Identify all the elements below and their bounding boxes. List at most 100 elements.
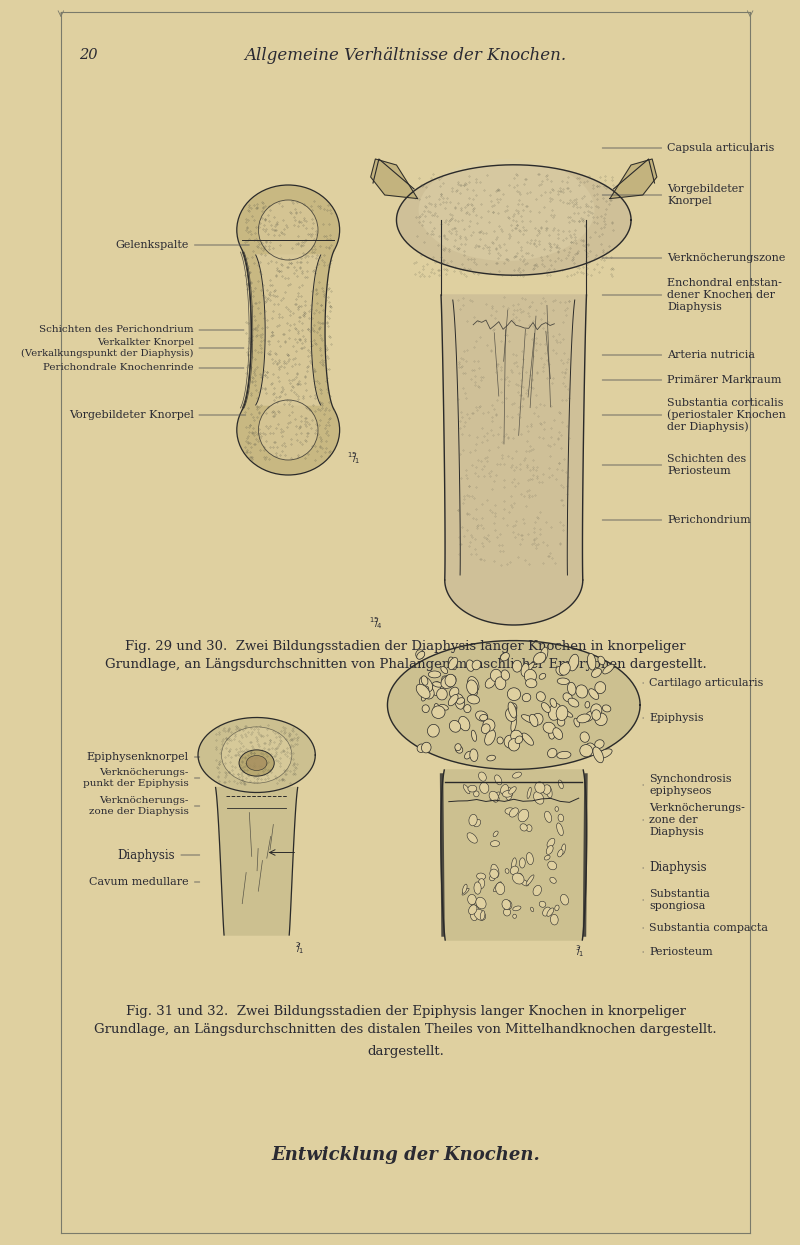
Ellipse shape <box>258 400 318 459</box>
Ellipse shape <box>549 703 562 721</box>
Ellipse shape <box>526 824 532 832</box>
Ellipse shape <box>519 858 526 868</box>
Ellipse shape <box>515 736 522 743</box>
Ellipse shape <box>483 718 495 731</box>
Ellipse shape <box>598 749 612 758</box>
Ellipse shape <box>458 716 470 731</box>
Ellipse shape <box>450 687 459 697</box>
Ellipse shape <box>485 730 495 746</box>
Ellipse shape <box>493 830 498 837</box>
Text: Enchondral entstan-
dener Knochen der
Diaphysis: Enchondral entstan- dener Knochen der Di… <box>667 279 782 311</box>
Ellipse shape <box>549 710 556 718</box>
Ellipse shape <box>491 864 499 878</box>
Ellipse shape <box>500 654 509 660</box>
Ellipse shape <box>469 814 477 825</box>
Ellipse shape <box>471 730 477 741</box>
Ellipse shape <box>417 651 425 660</box>
Ellipse shape <box>520 824 527 830</box>
Ellipse shape <box>556 706 568 721</box>
Ellipse shape <box>470 911 478 920</box>
Text: Capsula articularis: Capsula articularis <box>667 143 774 153</box>
Text: $^{3}\!\!/\!_1$: $^{3}\!\!/\!_1$ <box>575 942 584 959</box>
Ellipse shape <box>513 914 517 919</box>
Ellipse shape <box>533 885 542 895</box>
Ellipse shape <box>602 705 611 712</box>
Ellipse shape <box>558 679 570 685</box>
Text: $^{2}\!\!/\!_1$: $^{2}\!\!/\!_1$ <box>295 940 305 956</box>
Ellipse shape <box>585 711 594 721</box>
Polygon shape <box>242 250 334 410</box>
Ellipse shape <box>507 687 521 701</box>
Ellipse shape <box>422 687 429 701</box>
Ellipse shape <box>485 677 495 688</box>
Ellipse shape <box>569 654 578 671</box>
Ellipse shape <box>595 682 606 693</box>
Ellipse shape <box>427 725 439 737</box>
Text: Verknöcherungs-
zone der Diaphysis: Verknöcherungs- zone der Diaphysis <box>89 797 189 815</box>
Ellipse shape <box>549 730 555 740</box>
Ellipse shape <box>478 879 485 889</box>
Ellipse shape <box>434 703 440 715</box>
Ellipse shape <box>530 908 534 911</box>
Ellipse shape <box>239 749 274 776</box>
Ellipse shape <box>574 718 579 727</box>
Ellipse shape <box>448 695 458 706</box>
Ellipse shape <box>475 711 488 721</box>
Ellipse shape <box>504 736 515 748</box>
Ellipse shape <box>559 662 570 675</box>
Ellipse shape <box>490 840 499 847</box>
Ellipse shape <box>567 682 576 695</box>
Ellipse shape <box>432 706 445 718</box>
Ellipse shape <box>568 698 579 707</box>
Text: Diaphysis: Diaphysis <box>118 849 175 862</box>
Ellipse shape <box>513 772 522 778</box>
Ellipse shape <box>466 680 478 695</box>
Ellipse shape <box>542 784 551 794</box>
Ellipse shape <box>527 787 531 798</box>
Ellipse shape <box>586 743 596 756</box>
Ellipse shape <box>422 742 431 753</box>
Text: Gelenkspalte: Gelenkspalte <box>115 240 189 250</box>
Text: Allgemeine Verhältnisse der Knochen.: Allgemeine Verhältnisse der Knochen. <box>245 46 566 63</box>
Ellipse shape <box>577 713 590 723</box>
Ellipse shape <box>437 688 447 700</box>
Ellipse shape <box>246 756 267 771</box>
Text: dargestellt.: dargestellt. <box>367 1045 444 1058</box>
Ellipse shape <box>510 808 518 817</box>
Ellipse shape <box>511 858 516 869</box>
Ellipse shape <box>518 809 529 822</box>
Ellipse shape <box>513 660 522 672</box>
Ellipse shape <box>580 745 593 757</box>
Ellipse shape <box>502 899 510 910</box>
Ellipse shape <box>548 862 557 870</box>
Ellipse shape <box>558 849 563 857</box>
Ellipse shape <box>490 792 500 801</box>
Ellipse shape <box>476 898 486 909</box>
Ellipse shape <box>526 875 534 885</box>
Ellipse shape <box>462 884 467 894</box>
Text: Substantia corticalis
(periostaler Knochen
der Diaphysis): Substantia corticalis (periostaler Knoch… <box>667 397 786 432</box>
Ellipse shape <box>542 702 550 712</box>
Ellipse shape <box>585 701 590 708</box>
Ellipse shape <box>543 722 555 733</box>
Ellipse shape <box>550 914 558 925</box>
Ellipse shape <box>545 812 552 823</box>
Ellipse shape <box>557 752 571 758</box>
Text: Grundlage, an Längsdurchschnitten des distalen Theiles von Mittelhandknochen dar: Grundlage, an Längsdurchschnitten des di… <box>94 1023 717 1036</box>
Ellipse shape <box>439 705 448 710</box>
Ellipse shape <box>474 819 481 827</box>
Polygon shape <box>610 159 657 199</box>
Ellipse shape <box>490 869 498 879</box>
Ellipse shape <box>534 652 546 664</box>
Ellipse shape <box>474 791 479 797</box>
Ellipse shape <box>539 674 546 680</box>
Ellipse shape <box>496 883 505 895</box>
Polygon shape <box>387 641 640 769</box>
Text: Arteria nutricia: Arteria nutricia <box>667 350 755 360</box>
Ellipse shape <box>511 717 517 732</box>
Ellipse shape <box>553 728 562 740</box>
Ellipse shape <box>550 878 556 884</box>
Text: Entwicklung der Knochen.: Entwicklung der Knochen. <box>271 1145 540 1164</box>
Ellipse shape <box>594 713 607 726</box>
Ellipse shape <box>494 774 502 784</box>
